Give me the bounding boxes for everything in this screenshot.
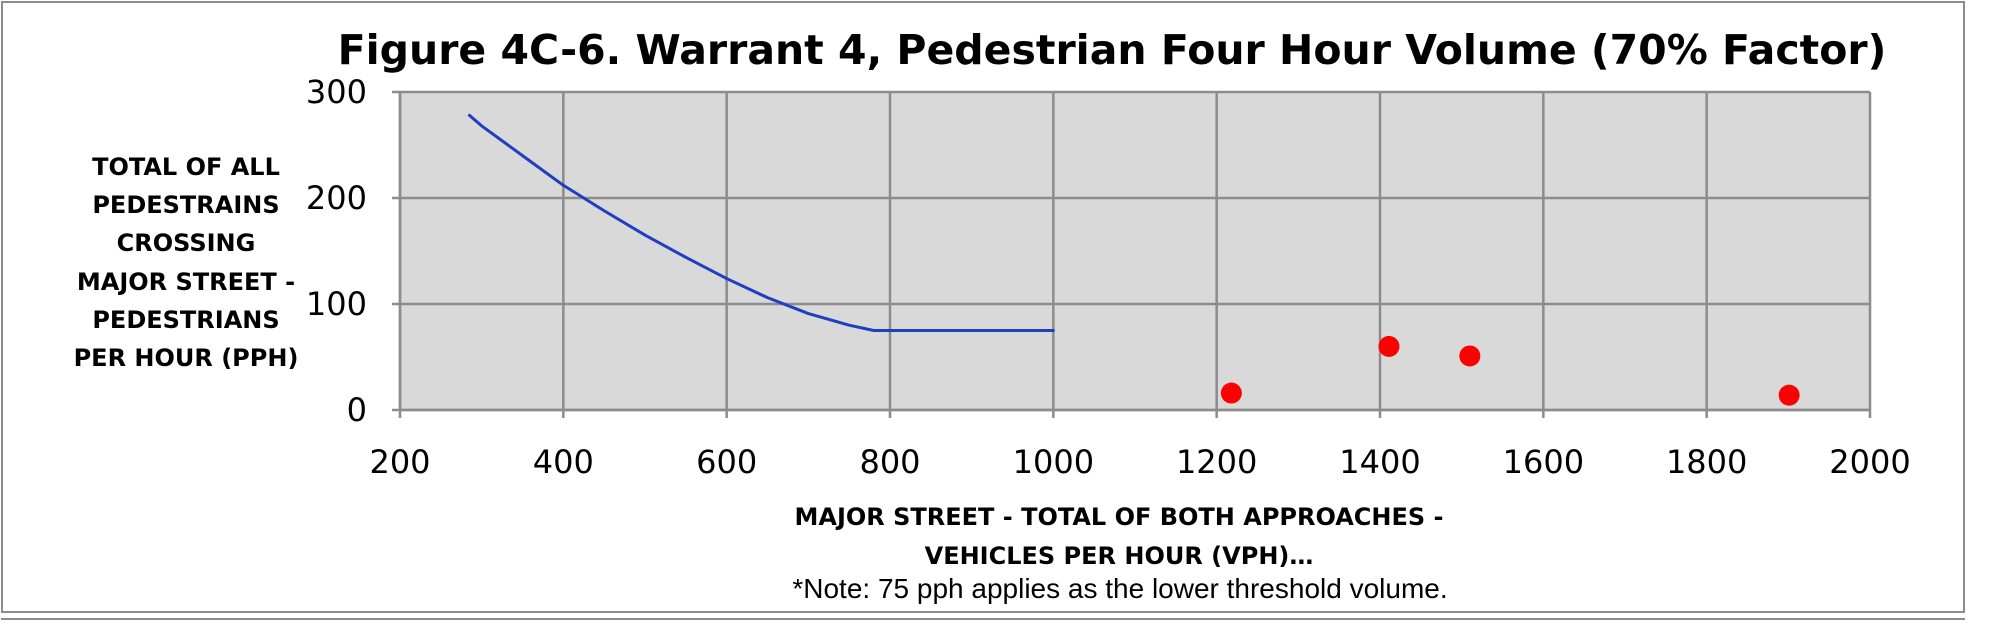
y-tick-label: 200: [306, 179, 367, 217]
y-axis-title: TOTAL OF ALL PEDESTRAINS CROSSING MAJOR …: [74, 153, 299, 372]
y-tick-label: 300: [306, 73, 367, 111]
x-tick-label: 1600: [1503, 443, 1584, 481]
axes: [398, 92, 1870, 412]
x-tick-label: 1800: [1666, 443, 1747, 481]
y-tick-labels: 0 100 200 300: [306, 73, 367, 429]
x-tick-labels: 200 400 600 800 1000 1200 1400 1600 1800 2000: [369, 443, 1910, 481]
x-tick-label: 2000: [1829, 443, 1910, 481]
y-axis-title-line: TOTAL OF ALL: [92, 153, 280, 181]
y-tick-label: 0: [347, 391, 367, 429]
y-axis-title-line: PER HOUR (PPH): [74, 344, 299, 372]
x-tick-label: 800: [859, 443, 920, 481]
x-tick-label: 1000: [1013, 443, 1094, 481]
x-tick-label: 600: [696, 443, 757, 481]
data-point: [1220, 382, 1242, 404]
y-axis-title-line: PEDESTRAINS: [92, 191, 279, 219]
data-point: [1778, 384, 1800, 406]
x-tick-label: 1400: [1339, 443, 1420, 481]
chart-note: *Note: 75 pph applies as the lower thres…: [792, 573, 1447, 604]
y-tick-label: 100: [306, 285, 367, 323]
y-axis-title-line: CROSSING: [117, 229, 256, 257]
bottom-border: [1, 618, 1965, 625]
x-axis-title-line: MAJOR STREET - TOTAL OF BOTH APPROACHES …: [794, 503, 1443, 531]
x-tick-label: 400: [533, 443, 594, 481]
chart-title: Figure 4C-6. Warrant 4, Pedestrian Four …: [338, 26, 1887, 74]
threshold-curve-line: [467, 113, 1055, 332]
data-point: [1378, 335, 1400, 357]
x-axis-title: MAJOR STREET - TOTAL OF BOTH APPROACHES …: [794, 503, 1443, 570]
plot-area: [400, 92, 1870, 410]
y-axis-title-line: MAJOR STREET -: [77, 268, 295, 296]
x-tick-label: 200: [369, 443, 430, 481]
x-tick-label: 1200: [1176, 443, 1257, 481]
y-axis-title-line: PEDESTRIANS: [92, 306, 279, 334]
x-axis-title-line: VEHICLES PER HOUR (VPH)…: [925, 542, 1314, 570]
series-layer: [467, 113, 1800, 406]
data-point: [1459, 345, 1481, 367]
